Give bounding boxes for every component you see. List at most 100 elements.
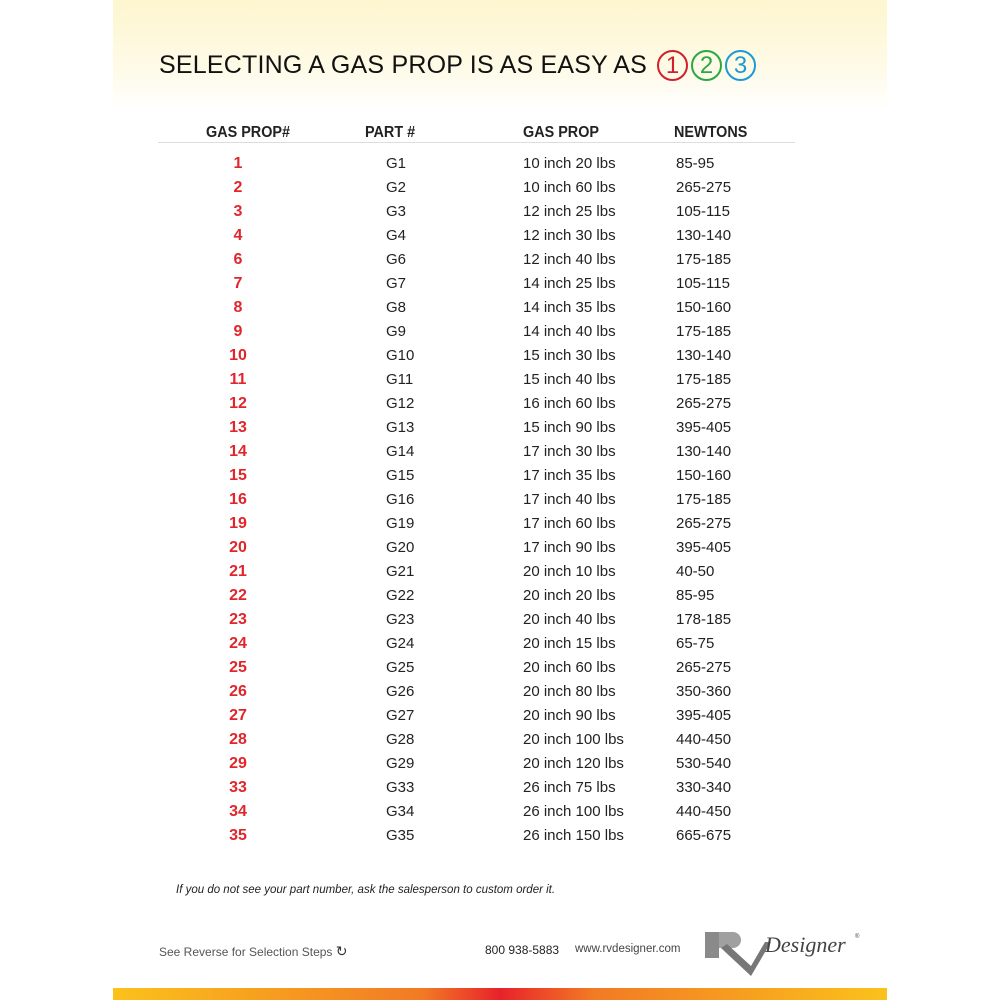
header-gas-prop-number: GAS PROP# (206, 124, 291, 141)
table-cell-part-number: G26 (386, 683, 415, 700)
table-cell-newtons-range: 130-140 (676, 227, 732, 244)
table-cell-gas-prop-number: 23 (229, 611, 247, 628)
table-cell-gas-prop-size: 20 inch 80 lbs (523, 683, 616, 700)
table-cell-gas-prop-size: 20 inch 20 lbs (523, 587, 616, 604)
table-cell-newtons-range: 150-160 (676, 467, 732, 484)
step-3-badge: 3 (725, 50, 757, 81)
table-cell-part-number: G19 (386, 515, 415, 532)
custom-order-note: If you do not see your part number, ask … (176, 884, 556, 896)
table-cell-newtons-range: 175-185 (676, 251, 732, 268)
table-cell-gas-prop-size: 10 inch 20 lbs (523, 155, 616, 172)
table-cell-gas-prop-size: 15 inch 30 lbs (523, 347, 616, 364)
table-cell-part-number: G23 (386, 611, 415, 628)
table-cell-gas-prop-size: 16 inch 60 lbs (523, 395, 616, 412)
table-cell-gas-prop-number: 10 (229, 347, 247, 364)
table-cell-part-number: G27 (386, 707, 415, 724)
table-cell-part-number: G25 (386, 659, 415, 676)
table-cell-newtons-range: 40-50 (676, 563, 715, 580)
table-cell-part-number: G6 (386, 251, 407, 268)
table-cell-gas-prop-size: 17 inch 30 lbs (523, 443, 616, 460)
table-cell-newtons-range: 265-275 (676, 179, 732, 196)
table-cell-gas-prop-size: 20 inch 15 lbs (523, 635, 616, 652)
table-cell-gas-prop-number: 7 (233, 275, 243, 292)
table-cell-part-number: G33 (386, 779, 415, 796)
table-cell-part-number: G8 (386, 299, 407, 316)
rotate-arrow-icon: ↻ (335, 943, 348, 959)
table-cell-gas-prop-number: 27 (229, 707, 247, 724)
table-cell-newtons-range: 130-140 (676, 443, 732, 460)
table-cell-newtons-range: 440-450 (676, 803, 732, 820)
step-2-badge: 2 (691, 50, 723, 81)
table-cell-newtons-range: 65-75 (676, 635, 715, 652)
table-cell-gas-prop-number: 8 (233, 299, 243, 316)
table-cell-part-number: G14 (386, 443, 415, 460)
table-cell-gas-prop-number: 2 (233, 179, 243, 196)
table-cell-gas-prop-number: 22 (229, 587, 247, 604)
table-cell-newtons-range: 350-360 (676, 683, 732, 700)
svg-text:Designer: Designer (764, 932, 846, 957)
table-cell-newtons-range: 175-185 (676, 371, 732, 388)
table-cell-gas-prop-size: 12 inch 40 lbs (523, 251, 616, 268)
table-cell-gas-prop-size: 20 inch 100 lbs (523, 731, 624, 748)
see-reverse-text: See Reverse for Selection Steps ↻ (159, 943, 348, 960)
svg-text:®: ® (855, 933, 860, 940)
table-cell-part-number: G24 (386, 635, 415, 652)
table-cell-gas-prop-size: 20 inch 40 lbs (523, 611, 616, 628)
table-cell-gas-prop-size: 17 inch 40 lbs (523, 491, 616, 508)
table-cell-gas-prop-size: 14 inch 25 lbs (523, 275, 616, 292)
table-cell-newtons-range: 395-405 (676, 419, 732, 436)
page-title: SELECTING A GAS PROP IS AS EASY AS 1 2 3 (159, 50, 757, 81)
table-cell-gas-prop-size: 17 inch 35 lbs (523, 467, 616, 484)
phone-number: 800 938-5883 (485, 943, 560, 957)
header-background (113, 0, 887, 110)
table-cell-newtons-range: 265-275 (676, 515, 732, 532)
table-cell-gas-prop-number: 11 (229, 371, 247, 388)
rv-designer-logo: Designer ® (705, 932, 860, 976)
table-cell-gas-prop-size: 15 inch 40 lbs (523, 371, 616, 388)
table-cell-gas-prop-number: 21 (229, 563, 247, 580)
table-cell-part-number: G12 (386, 395, 415, 412)
spec-sheet: SELECTING A GAS PROP IS AS EASY AS 1 2 3… (113, 0, 887, 1000)
table-cell-gas-prop-number: 13 (229, 419, 247, 436)
table-cell-part-number: G9 (386, 323, 407, 340)
table-cell-gas-prop-size: 20 inch 60 lbs (523, 659, 616, 676)
table-cell-gas-prop-number: 33 (229, 779, 247, 796)
table-cell-newtons-range: 265-275 (676, 395, 732, 412)
table-cell-gas-prop-size: 26 inch 100 lbs (523, 803, 624, 820)
table-cell-part-number: G7 (386, 275, 407, 292)
table-cell-part-number: G22 (386, 587, 415, 604)
table-cell-newtons-range: 175-185 (676, 491, 732, 508)
table-cell-gas-prop-number: 25 (229, 659, 247, 676)
table-cell-newtons-range: 175-185 (676, 323, 732, 340)
table-cell-gas-prop-number: 26 (229, 683, 247, 700)
table-cell-gas-prop-number: 3 (233, 203, 243, 220)
table-cell-gas-prop-size: 12 inch 30 lbs (523, 227, 616, 244)
table-cell-gas-prop-number: 4 (233, 227, 243, 244)
table-cell-part-number: G13 (386, 419, 415, 436)
table-cell-gas-prop-number: 29 (229, 755, 247, 772)
table-cell-gas-prop-size: 12 inch 25 lbs (523, 203, 616, 220)
table-cell-gas-prop-size: 17 inch 60 lbs (523, 515, 616, 532)
table-cell-newtons-range: 265-275 (676, 659, 732, 676)
header-newtons: NEWTONS (674, 124, 748, 141)
table-cell-newtons-range: 665-675 (676, 827, 732, 844)
website-url: www.rvdesigner.com (575, 943, 681, 955)
table-cell-gas-prop-number: 19 (229, 515, 247, 532)
step-1-badge: 1 (657, 50, 689, 81)
table-cell-part-number: G20 (386, 539, 415, 556)
table-cell-newtons-range: 330-340 (676, 779, 732, 796)
table-cell-gas-prop-size: 15 inch 90 lbs (523, 419, 616, 436)
table-cell-part-number: G2 (386, 179, 407, 196)
table-cell-gas-prop-size: 14 inch 40 lbs (523, 323, 616, 340)
table-cell-gas-prop-size: 26 inch 150 lbs (523, 827, 624, 844)
footer-gradient-bar (113, 988, 887, 1000)
table-cell-part-number: G28 (386, 731, 415, 748)
table-cell-part-number: G34 (386, 803, 415, 820)
table-cell-newtons-range: 105-115 (676, 203, 730, 220)
table-cell-gas-prop-size: 20 inch 90 lbs (523, 707, 616, 724)
table-cell-part-number: G11 (386, 371, 414, 388)
table-cell-gas-prop-number: 24 (229, 635, 247, 652)
table-cell-newtons-range: 85-95 (676, 587, 715, 604)
table-cell-gas-prop-number: 9 (233, 323, 243, 340)
table-cell-newtons-range: 395-405 (676, 539, 732, 556)
